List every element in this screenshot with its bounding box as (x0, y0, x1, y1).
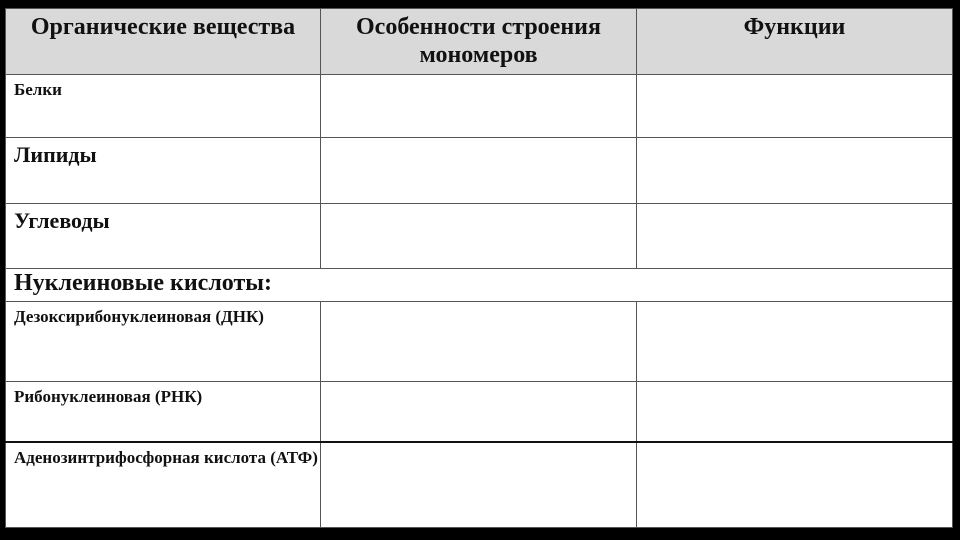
table-row: Липиды (5, 137, 953, 204)
row-label-rna: Рибонуклеиновая (РНК) (5, 381, 321, 442)
cell-functions[interactable] (636, 440, 953, 528)
cell-structure[interactable] (320, 381, 637, 442)
table-row: Белки (5, 74, 953, 138)
table-row: Нуклеиновые кислоты: (5, 268, 953, 302)
cell-functions[interactable] (636, 203, 953, 269)
cell-functions[interactable] (636, 301, 953, 382)
cell-structure[interactable] (320, 440, 637, 528)
cell-functions[interactable] (636, 381, 953, 442)
table-row: Аденозинтрифосфорная кислота (АТФ) (5, 440, 953, 528)
cell-functions[interactable] (636, 137, 953, 204)
cell-structure[interactable] (320, 203, 637, 269)
row-label-proteins: Белки (5, 74, 321, 138)
organic-substances-table: Органические вещества Особенности строен… (5, 8, 953, 528)
cell-structure[interactable] (320, 301, 637, 382)
header-row: Органические вещества Особенности строен… (5, 8, 953, 75)
header-functions: Функции (636, 8, 953, 75)
header-organic-substances: Органические вещества (5, 8, 321, 75)
header-monomer-structure: Особенности строения мономеров (320, 8, 637, 75)
row-label-atp: Аденозинтрифосфорная кислота (АТФ) (5, 440, 321, 528)
row-label-lipids: Липиды (5, 137, 321, 204)
row-label-carbohydrates: Углеводы (5, 203, 321, 269)
row-label-dna: Дезоксирибонуклеиновая (ДНК) (5, 301, 321, 382)
cell-structure[interactable] (320, 74, 637, 138)
cell-functions[interactable] (636, 74, 953, 138)
row-label-nucleic-acids: Нуклеиновые кислоты: (5, 268, 953, 302)
table-row: Углеводы (5, 203, 953, 269)
table-row: Рибонуклеиновая (РНК) (5, 381, 953, 442)
cell-structure[interactable] (320, 137, 637, 204)
table-row: Дезоксирибонуклеиновая (ДНК) (5, 301, 953, 382)
